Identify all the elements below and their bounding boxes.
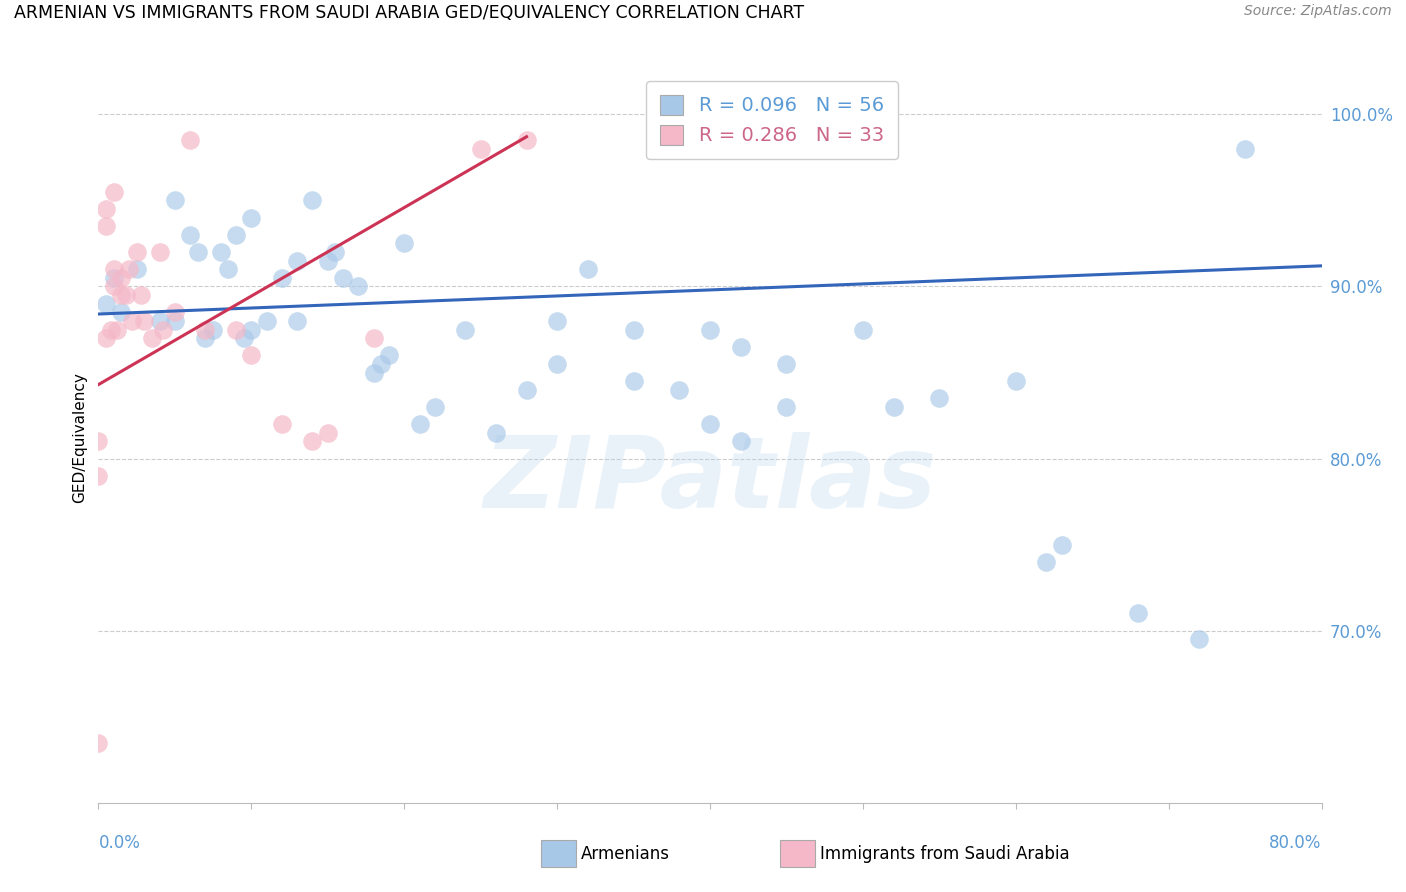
Point [699,322,721,336]
Point [179,227,201,242]
Point [1188,632,1211,647]
Text: Immigrants from Saudi Arabia: Immigrants from Saudi Arabia [820,845,1070,863]
Point [87,735,110,749]
Point [378,348,401,362]
Point [152,322,174,336]
Point [546,357,568,371]
Point [94,202,117,216]
Point [516,133,538,147]
Point [623,374,645,388]
Point [623,322,645,336]
Point [87,468,110,483]
Point [1035,555,1057,569]
Text: Armenians: Armenians [581,845,669,863]
Point [285,253,308,268]
Point [347,279,370,293]
Point [546,314,568,328]
Point [730,340,752,354]
Point [94,331,117,345]
Point [202,322,225,336]
Point [852,322,875,336]
Point [775,400,797,414]
Point [316,425,339,440]
Point [423,400,446,414]
Point [516,383,538,397]
Point [316,253,339,268]
Text: ARMENIAN VS IMMIGRANTS FROM SAUDI ARABIA GED/EQUIVALENCY CORRELATION CHART: ARMENIAN VS IMMIGRANTS FROM SAUDI ARABIA… [14,4,804,22]
Point [179,133,201,147]
Point [270,271,292,285]
Legend: R = 0.096   N = 56, R = 0.286   N = 33: R = 0.096 N = 56, R = 0.286 N = 33 [647,81,897,159]
Point [103,271,125,285]
Point [775,357,797,371]
Point [163,194,186,208]
Point [225,322,247,336]
Point [163,305,186,319]
Point [105,322,128,336]
Point [454,322,477,336]
Point [225,227,247,242]
Point [110,271,132,285]
Point [149,245,172,260]
Point [103,279,125,293]
Text: Source: ZipAtlas.com: Source: ZipAtlas.com [1244,4,1392,19]
Point [129,288,152,302]
Point [1050,538,1073,552]
Point [121,314,143,328]
Point [730,434,752,449]
Point [103,262,125,277]
Point [240,348,263,362]
Point [240,211,263,225]
Point [699,417,721,432]
Point [576,262,599,277]
Y-axis label: GED/Equivalency: GED/Equivalency [72,372,87,502]
Point [110,305,132,319]
Point [100,322,122,336]
Point [1004,374,1026,388]
Point [1128,607,1150,621]
Text: ZIPatlas: ZIPatlas [484,433,936,530]
Point [187,245,209,260]
Point [928,392,950,406]
Point [485,425,508,440]
Point [332,271,354,285]
Point [149,314,172,328]
Point [301,194,323,208]
Point [194,322,217,336]
Point [217,262,239,277]
Point [370,357,392,371]
Point [325,245,347,260]
Point [209,245,232,260]
Point [110,288,132,302]
Point [240,322,263,336]
Text: 80.0%: 80.0% [1270,834,1322,852]
Point [94,219,117,234]
Point [87,434,110,449]
Text: 0.0%: 0.0% [98,834,141,852]
Point [363,331,385,345]
Point [103,185,125,199]
Point [270,417,292,432]
Point [363,366,385,380]
Point [392,236,416,251]
Point [141,331,163,345]
Point [125,262,148,277]
Point [470,142,492,156]
Point [256,314,278,328]
Point [883,400,905,414]
Point [194,331,217,345]
Point [285,314,308,328]
Point [301,434,323,449]
Point [163,314,186,328]
Point [1234,142,1257,156]
Point [115,288,138,302]
Point [125,245,148,260]
Point [94,296,117,310]
Point [408,417,430,432]
Point [232,331,254,345]
Point [134,314,156,328]
Point [668,383,690,397]
Point [118,262,141,277]
